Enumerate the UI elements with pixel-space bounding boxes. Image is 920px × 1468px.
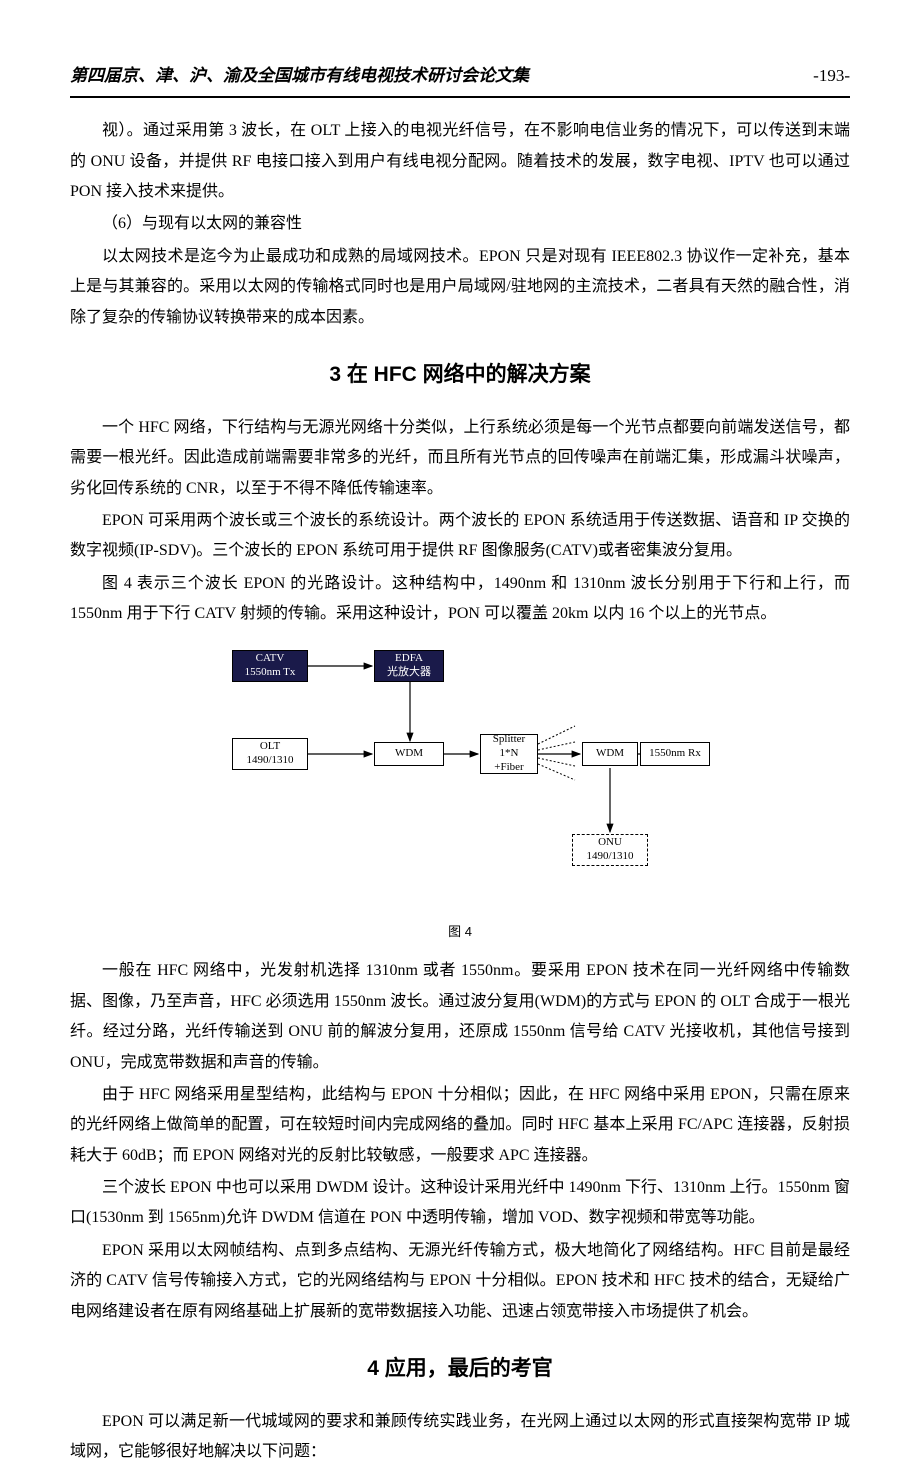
- body-text: EPON 可采用两个波长或三个波长的系统设计。两个波长的 EPON 系统适用于传…: [70, 506, 850, 567]
- page-number: -193-: [813, 60, 850, 92]
- node-label: ONU: [598, 836, 622, 850]
- diagram-wires: [220, 644, 700, 914]
- node-onu: ONU 1490/1310: [572, 834, 648, 866]
- body-text: 三个波长 EPON 中也可以采用 DWDM 设计。这种设计采用光纤中 1490n…: [70, 1173, 850, 1234]
- running-head: 第四届京、津、沪、渝及全国城市有线电视技术研讨会论文集: [70, 60, 529, 92]
- body-text: 以太网技术是迄今为止最成功和成熟的局域网技术。EPON 只是对现有 IEEE80…: [70, 242, 850, 333]
- node-label: 1490/1310: [586, 850, 633, 864]
- section-heading-4: 4 应用，最后的考官: [70, 1349, 850, 1389]
- node-label: WDM: [395, 747, 423, 761]
- node-wdm1: WDM: [374, 742, 444, 766]
- figure-caption: 图 4: [70, 920, 850, 945]
- body-text: EPON 采用以太网帧结构、点到多点结构、无源光纤传输方式，极大地简化了网络结构…: [70, 1236, 850, 1327]
- node-rx: 1550nm Rx: [640, 742, 710, 766]
- node-label: Splitter: [493, 733, 525, 747]
- node-label: EDFA: [395, 652, 423, 666]
- node-label: WDM: [596, 747, 624, 761]
- node-label: CATV: [256, 652, 285, 666]
- node-olt: OLT 1490/1310: [232, 738, 308, 770]
- node-catv: CATV 1550nm Tx: [232, 650, 308, 682]
- node-label: +Fiber: [494, 761, 523, 775]
- node-wdm2: WDM: [582, 742, 638, 766]
- body-text: 视）。通过采用第 3 波长，在 OLT 上接入的电视光纤信号，在不影响电信业务的…: [70, 116, 850, 207]
- node-label: 1*N: [500, 747, 519, 761]
- body-text: 一个 HFC 网络，下行结构与无源光网络十分类似，上行系统必须是每一个光节点都要…: [70, 413, 850, 504]
- body-text: 一般在 HFC 网络中，光发射机选择 1310nm 或者 1550nm。要采用 …: [70, 956, 850, 1078]
- node-label: 1550nm Rx: [649, 747, 701, 761]
- node-label: 1490/1310: [246, 754, 293, 768]
- node-edfa: EDFA 光放大器: [374, 650, 444, 682]
- node-label: 光放大器: [387, 666, 431, 680]
- node-splitter: Splitter 1*N +Fiber: [480, 734, 538, 774]
- body-text: 图 4 表示三个波长 EPON 的光路设计。这种结构中，1490nm 和 131…: [70, 569, 850, 630]
- body-text: EPON 可以满足新一代城域网的要求和兼顾传统实践业务，在光网上通过以太网的形式…: [70, 1407, 850, 1468]
- body-text: （6）与现有以太网的兼容性: [70, 209, 850, 239]
- page-header: 第四届京、津、沪、渝及全国城市有线电视技术研讨会论文集 -193-: [70, 60, 850, 98]
- body-text: 由于 HFC 网络采用星型结构，此结构与 EPON 十分相似；因此，在 HFC …: [70, 1080, 850, 1171]
- section-heading-3: 3 在 HFC 网络中的解决方案: [70, 355, 850, 395]
- node-label: OLT: [260, 740, 280, 754]
- node-label: 1550nm Tx: [245, 666, 296, 680]
- figure-4: CATV 1550nm Tx EDFA 光放大器 OLT 1490/1310 W…: [220, 644, 700, 914]
